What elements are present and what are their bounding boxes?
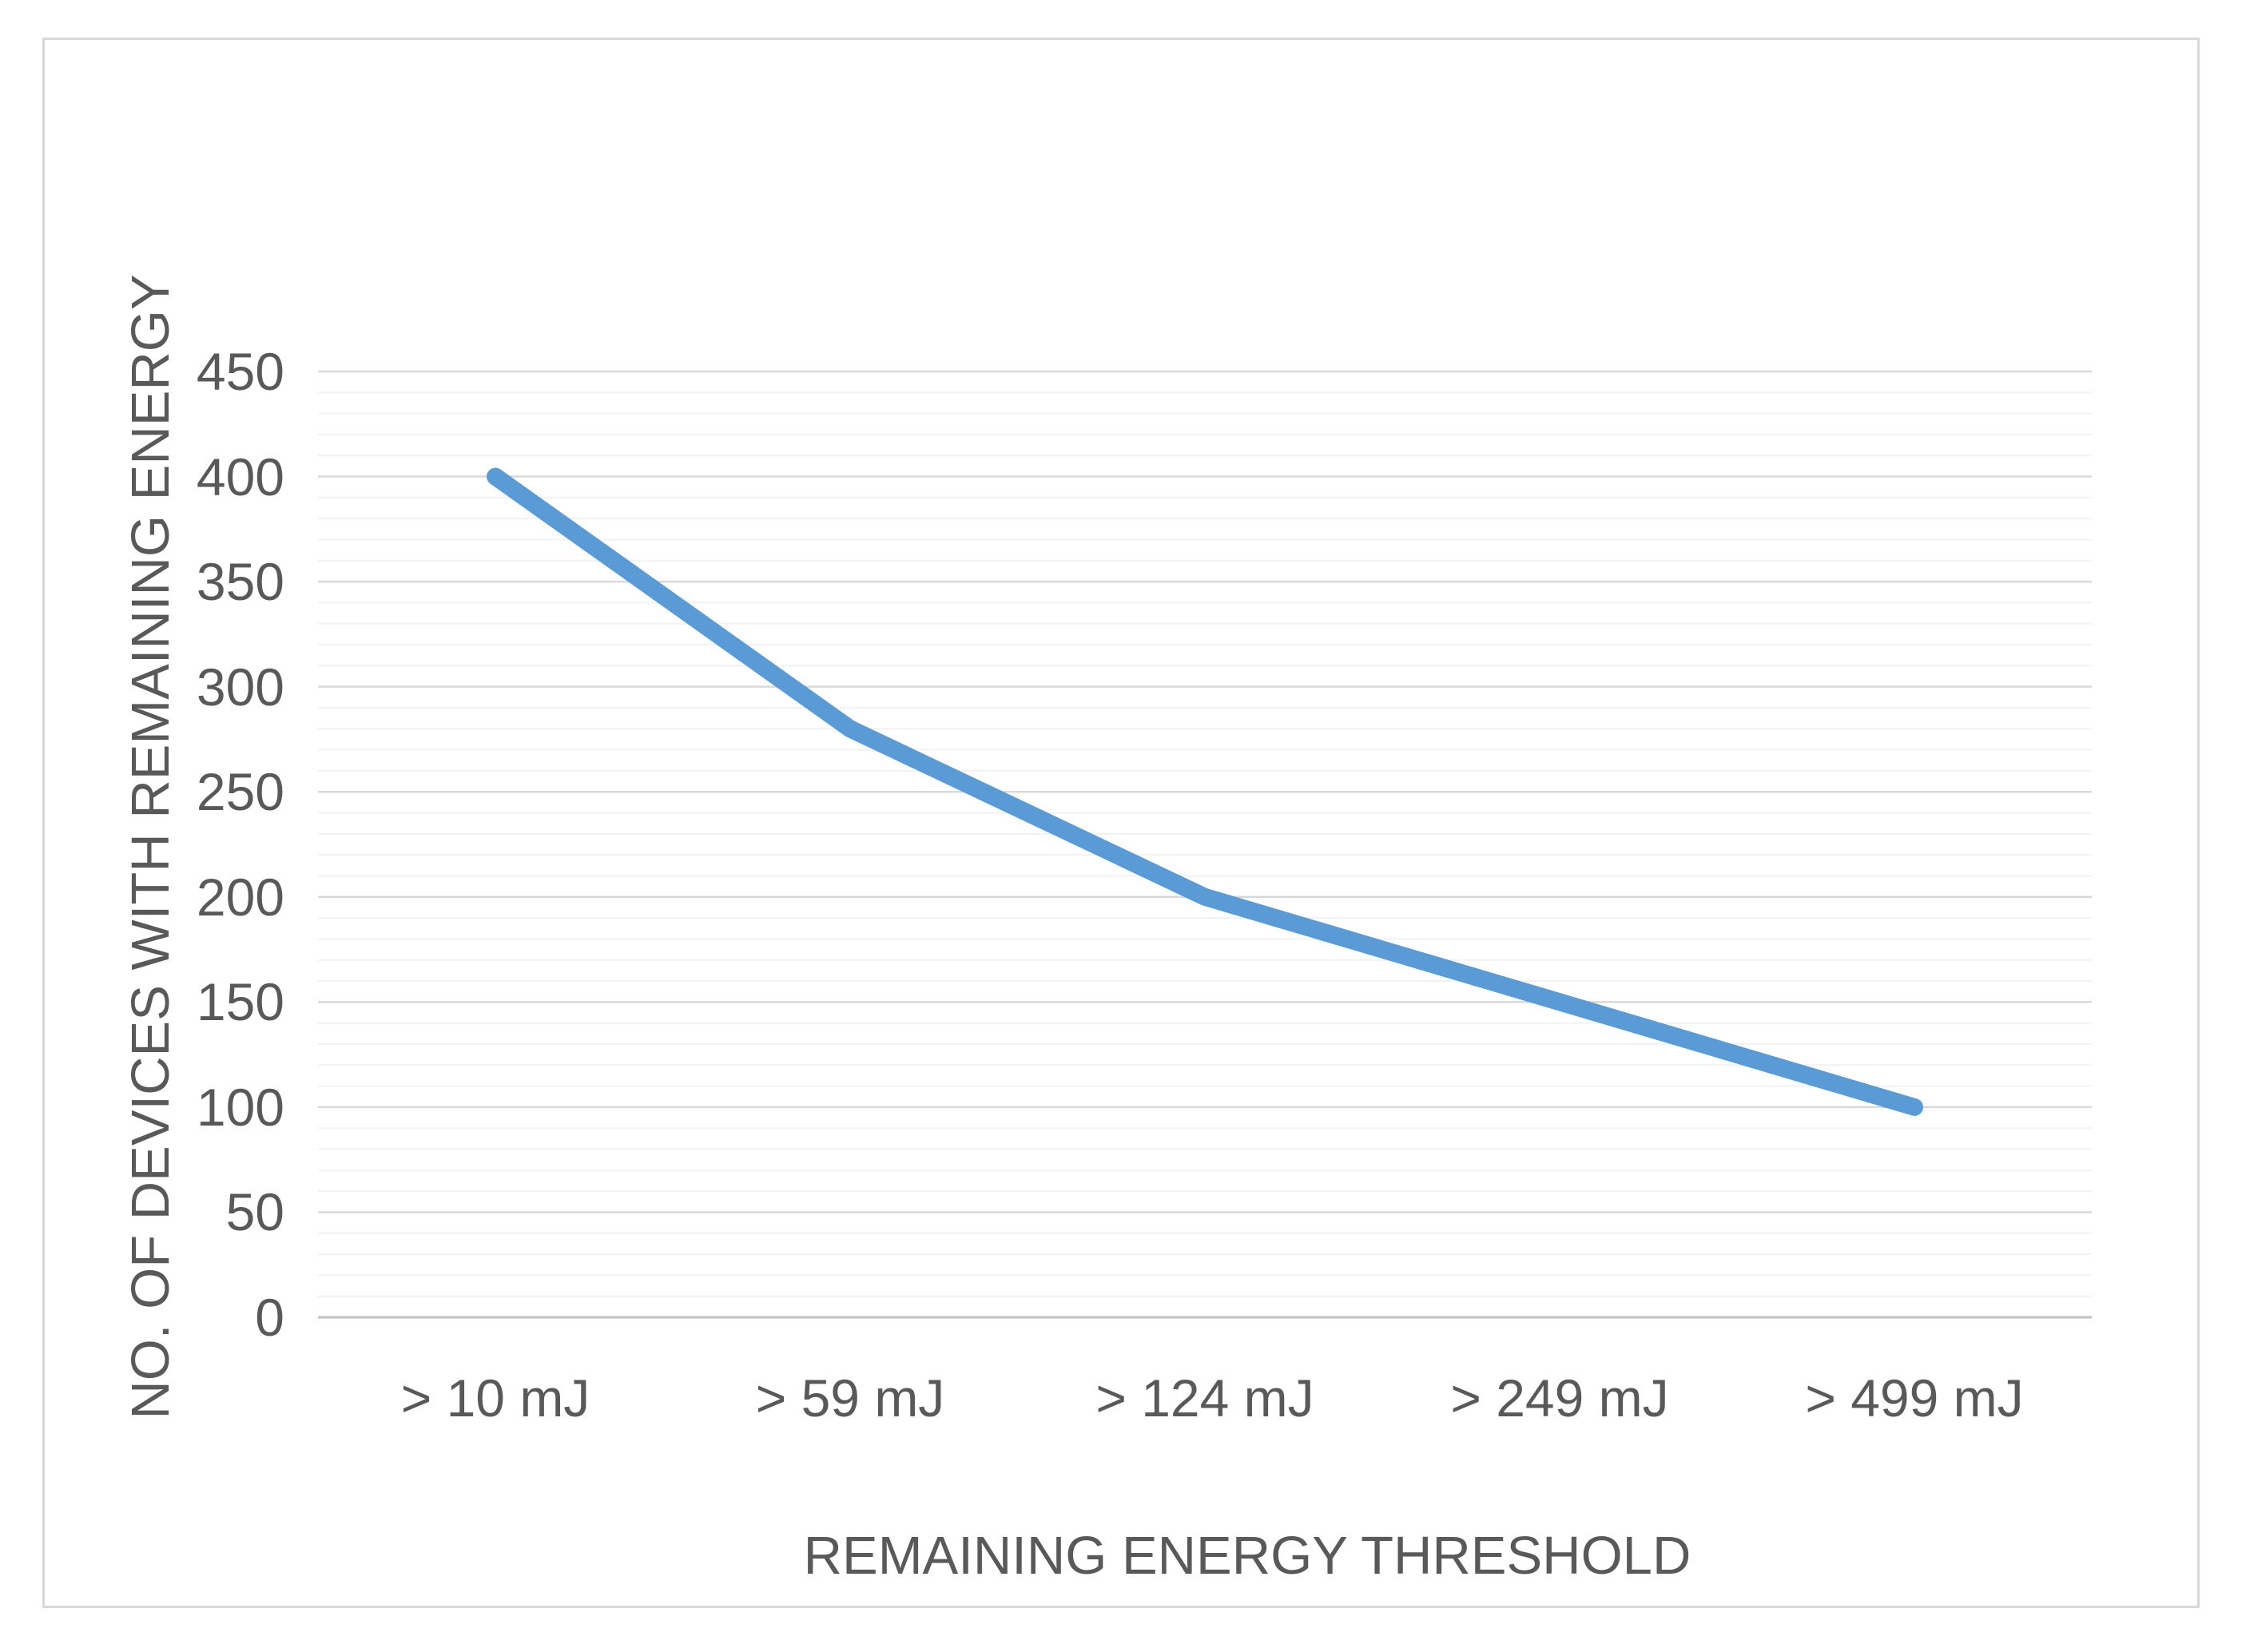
y-tick-label: 200 [196,867,284,927]
x-tick-label: > 499 mJ [1805,1368,2024,1428]
y-tick-label: 150 [196,972,284,1032]
y-tick-label: 300 [196,657,284,717]
x-tick-label: > 59 mJ [755,1368,945,1428]
series-line [487,467,1923,1116]
y-tick-label: 100 [196,1077,284,1137]
y-tick-label: 350 [196,552,284,612]
chart-frame: 0 50 100 150 200 250 300 350 400 450 > 10 mJ > 59 … [42,38,2200,1608]
y-tick-label: 50 [225,1182,284,1242]
y-tick-label: 250 [196,762,284,822]
x-axis-title: REMAINING ENERGY THRESHOLD [803,1526,1691,1586]
y-tick-label: 450 [196,342,284,401]
plot-area [318,370,2092,1319]
x-tick-label: > 10 mJ [400,1368,590,1428]
x-tick-label: > 124 mJ [1095,1368,1314,1428]
y-axis-title: NO. OF DEVICES WITH REMAINING ENERGY [121,274,181,1420]
x-tick-label: > 249 mJ [1450,1368,1669,1428]
y-tick-label: 400 [196,447,284,506]
y-tick-label: 0 [255,1288,284,1347]
minor-gridlines [318,391,2092,1297]
